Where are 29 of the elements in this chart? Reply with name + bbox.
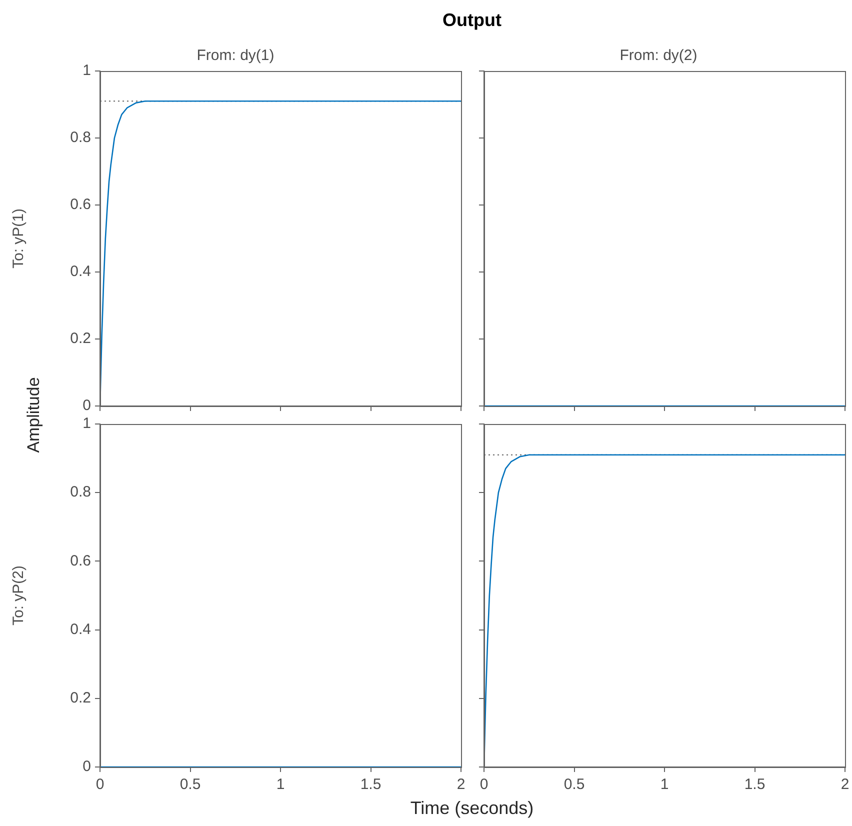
x-tick-label: 1.5 [360,776,382,794]
x-tick-label: 2 [840,776,850,794]
x-tick-label: 0.5 [564,776,585,794]
text: Output [442,10,502,31]
x-tick-label: 1 [276,776,285,794]
y-tick-label: 0.6 [70,552,91,570]
x-tick-label: 1 [660,776,669,794]
y-tick-label: 0.6 [70,196,91,214]
x-tick-label: 0.5 [180,776,201,794]
y-tick-label: 0 [82,758,91,776]
x-tick-label: 2 [456,776,466,794]
y-tick-label: 0 [82,397,91,414]
y-axis-title: To: yP(2) [10,565,28,626]
chart-title: From: dy(1) [196,47,274,64]
x-tick-label: 1.5 [744,776,766,794]
y-axis-title: To: yP(1) [10,208,28,269]
y-tick-label: 0.8 [70,484,91,501]
y-tick-label: 0.8 [70,129,91,146]
y-tick-label: 0.4 [70,620,91,638]
text: Amplitude [24,377,44,453]
y-tick-label: 0.4 [70,263,91,280]
x-tick-label: 0 [480,776,488,794]
text: Time (seconds) [410,798,534,819]
x-tick-label: 0 [96,776,104,794]
y-tick-label: 1 [82,415,91,432]
y-tick-label: 1 [82,62,91,80]
y-tick-label: 0.2 [70,690,91,707]
y-tick-label: 0.2 [70,330,91,348]
chart-title: From: dy(2) [620,47,698,64]
